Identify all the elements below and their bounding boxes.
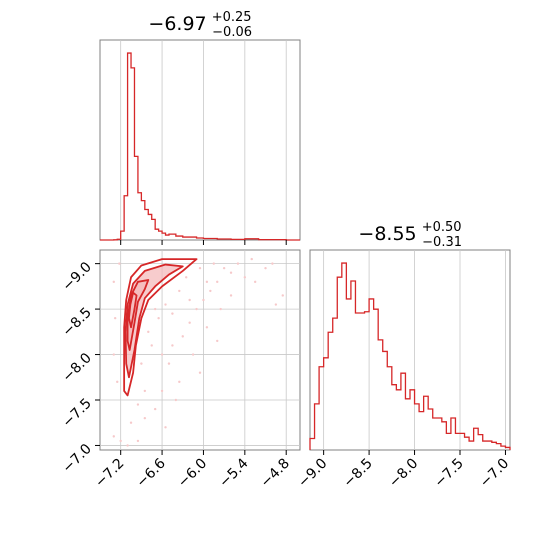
scatter-point-10	[181, 335, 184, 338]
hist2-x-tick-label-1: −8.5	[341, 456, 376, 491]
scatter-point-7	[167, 362, 171, 365]
scatter-point-47	[143, 389, 147, 393]
hist1-title-lower: −0.06	[212, 25, 252, 40]
scatter-point-15	[216, 280, 219, 284]
scatter-point-25	[112, 353, 115, 356]
hist1-title: −6.97 +0.25	[148, 10, 251, 35]
scatter-point-0	[112, 435, 115, 438]
scatter-point-52	[188, 298, 191, 302]
joint-panel: −7.2 −6.6 −6.0 −5.4 −4.8 −9.0 −8.5 −8.0 −7.5 −7.…	[59, 249, 301, 491]
hist2-step-line	[309, 262, 511, 450]
scatter-point-53	[205, 280, 209, 284]
scatter-point-23	[281, 294, 284, 297]
hist2-title-upper: +0.50	[422, 220, 462, 235]
scatter-point-30	[157, 316, 160, 320]
joint-y-ticks: −9.0 −8.5 −8.0 −7.5 −7.0	[59, 259, 100, 476]
hist2-title-median: −8.55	[358, 223, 416, 245]
scatter-point-42	[253, 280, 257, 284]
scatter-point-20	[250, 257, 253, 261]
scatter-point-11	[188, 321, 191, 324]
hist2-title-lower: −0.31	[422, 235, 462, 250]
joint-x-tick-label-1: −6.6	[134, 455, 169, 490]
joint-x-ticks: −7.2 −6.6 −6.0 −5.4 −4.8	[92, 450, 293, 491]
hist1-frame	[99, 39, 301, 241]
scatter-point-36	[164, 426, 167, 429]
hist2-x-tick-label-4: −7.0	[477, 456, 512, 491]
scatter-point-50	[160, 353, 164, 356]
scatter-point-24	[116, 380, 119, 384]
hist1-step-line	[100, 52, 300, 241]
scatter-point-55	[216, 339, 219, 343]
scatter-point-21	[264, 266, 267, 270]
hist2-gridlines	[323, 250, 506, 450]
hist1-panel: −6.97 +0.25 −0.06	[99, 10, 301, 245]
scatter-point-5	[153, 407, 157, 411]
scatter-point-39	[205, 326, 209, 329]
hist1-ticks	[120, 240, 287, 245]
scatter-point-28	[118, 262, 121, 265]
hist2-x-tick-label-0: −9.0	[295, 456, 330, 491]
hist2-ticks: −9.0 −8.5 −8.0 −7.5 −7.0	[295, 450, 512, 491]
scatter-point-18	[236, 262, 240, 265]
scatter-point-54	[198, 371, 202, 374]
scatter-point-26	[113, 316, 117, 320]
hist1-title-median: −6.97	[148, 13, 206, 35]
scatter-point-35	[212, 262, 215, 265]
hist2-panel: −9.0 −8.5 −8.0 −7.5 −7.0 −8.55 +0.50 −0.31	[295, 220, 512, 491]
scatter-point-13	[202, 298, 205, 302]
scatter-point-32	[178, 289, 181, 293]
scatter-point-29	[150, 344, 153, 347]
joint-y-tick-label-4: −7.0	[59, 441, 94, 476]
hist2-frame	[309, 249, 511, 451]
hist2-title: −8.55 +0.50	[358, 220, 461, 245]
joint-x-tick-label-0: −7.2	[92, 456, 127, 491]
joint-x-tick-label-3: −5.4	[216, 455, 251, 490]
scatter-point-3	[136, 439, 140, 443]
scatter-point-37	[178, 380, 181, 384]
scatter-point-9	[174, 398, 178, 402]
scatter-point-4	[143, 416, 147, 420]
scatter-point-27	[112, 280, 115, 284]
scatter-point-41	[229, 294, 233, 297]
joint-y-tick-label-3: −7.5	[59, 396, 94, 431]
scatter-point-31	[164, 303, 167, 306]
hist2-x-tick-label-3: −7.5	[431, 456, 466, 491]
scatter-point-19	[243, 276, 247, 279]
joint-y-tick-label-0: −9.0	[59, 259, 94, 294]
joint-x-tick-label-4: −4.8	[258, 456, 293, 491]
scatter-point-33	[185, 276, 188, 279]
scatter-point-12	[195, 307, 198, 311]
joint-contours	[123, 258, 198, 397]
scatter-point-8	[171, 344, 174, 347]
contour-level-0	[123, 258, 198, 397]
hist1-gridlines	[120, 40, 287, 240]
contour-level-3	[128, 291, 138, 329]
scatter-point-40	[219, 307, 222, 311]
hist2-x-tick-label-2: −8.0	[386, 456, 421, 491]
scatter-point-51	[171, 312, 174, 315]
scatter-point-22	[274, 303, 278, 306]
scatter-point-46	[153, 307, 157, 311]
scatter-point-17	[229, 271, 233, 274]
scatter-point-45	[147, 330, 150, 334]
scatter-point-16	[222, 266, 226, 270]
scatter-point-43	[271, 262, 274, 265]
scatter-point-14	[209, 289, 212, 293]
hist1-title-upper: +0.25	[212, 10, 252, 25]
joint-y-tick-label-1: −8.5	[59, 305, 94, 340]
scatter-point-6	[160, 389, 164, 393]
joint-scatter-points	[112, 257, 284, 447]
scatter-point-34	[198, 266, 202, 270]
scatter-point-49	[136, 403, 140, 406]
joint-x-tick-label-2: −6.0	[175, 456, 210, 491]
scatter-point-1	[119, 439, 122, 443]
scatter-point-2	[126, 444, 129, 447]
scatter-point-48	[129, 421, 133, 424]
scatter-point-44	[140, 362, 143, 365]
joint-y-tick-label-2: −8.0	[59, 350, 94, 385]
scatter-point-38	[191, 353, 195, 356]
